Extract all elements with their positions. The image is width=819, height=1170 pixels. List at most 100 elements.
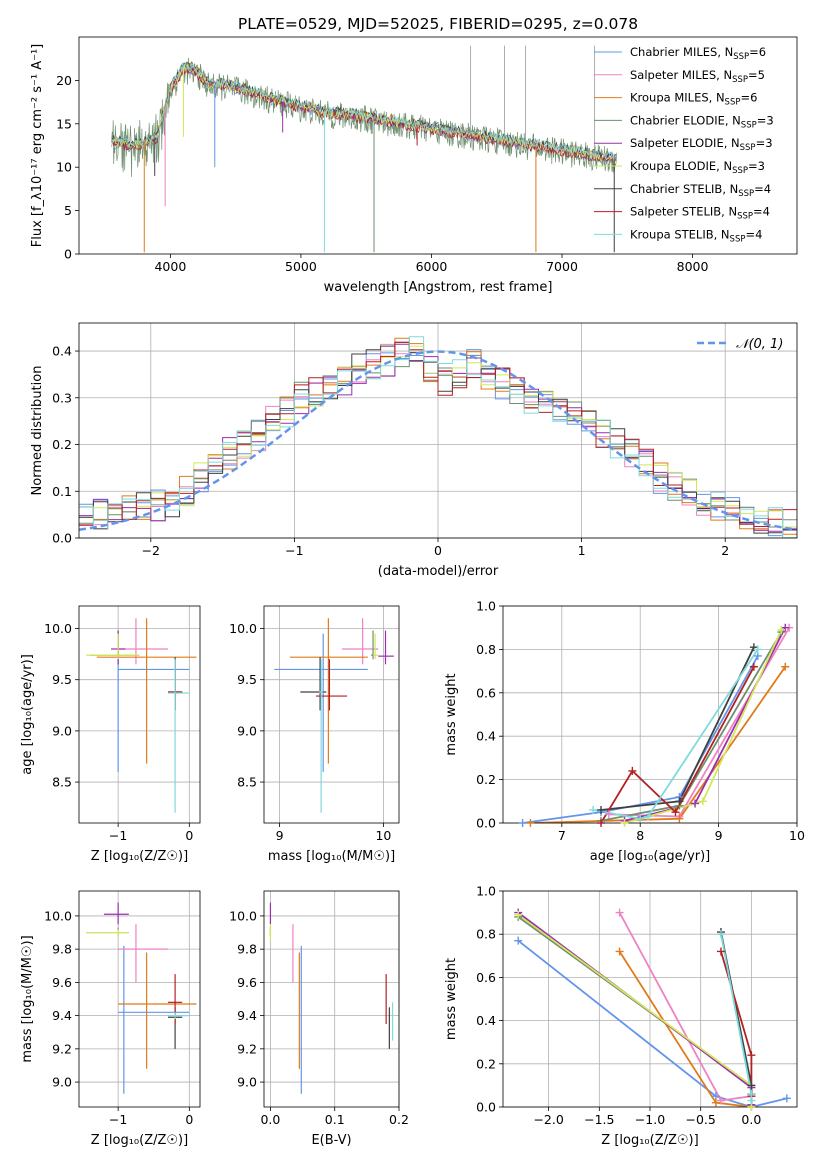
x-axis-label: E(B-V) xyxy=(311,1133,351,1148)
x-tick-label: 1 xyxy=(578,543,586,558)
data-marker xyxy=(615,908,624,917)
x-tick-label: −1 xyxy=(285,543,303,558)
axes-frame: 9 10 8.5 9.0 9.5 10.0 mass [log₁₀(M/M☉)] xyxy=(229,605,400,864)
x-tick-label: 7000 xyxy=(546,259,578,274)
plot-area xyxy=(269,902,394,1094)
plot-area xyxy=(86,618,197,813)
x-axis-label: Z [log₁₀(Z/Z☉)] xyxy=(91,849,188,864)
legend-label: Chabrier ELODIE, NSSP=3 xyxy=(630,113,774,130)
errorbar-kroupa-elodie xyxy=(373,633,379,660)
data-marker xyxy=(747,1051,756,1060)
y-tick-label: 0.0 xyxy=(476,816,496,831)
mass-weight-line-chabrier-miles xyxy=(517,939,788,1107)
data-marker xyxy=(604,810,613,819)
data-marker xyxy=(518,819,527,827)
y-tick-label: 0.6 xyxy=(476,970,496,985)
y-tick-label: 0.6 xyxy=(476,685,496,700)
axes-frame: −1 0 9.0 9.2 9.4 9.6 9.8 10.0 Z [log₁₀(Z/Z☉)] mas… xyxy=(20,890,201,1148)
y-tick-label: 0.8 xyxy=(476,927,496,942)
y-axis-label: Normed distribution xyxy=(30,366,45,496)
axes-frame: 4000 5000 6000 7000 8000 0 5 10 15 20 wavelength [… xyxy=(30,36,798,295)
errorbar-salpeter-elodie xyxy=(103,902,129,925)
histogram-kroupa-stelib xyxy=(79,336,797,538)
x-tick-label: 0.1 xyxy=(325,1112,345,1127)
x-tick-label: −2 xyxy=(142,543,160,558)
y-tick-label: 0.8 xyxy=(476,642,496,657)
x-tick-label: −1 xyxy=(109,828,127,843)
legend-label: Chabrier STELIB, NSSP=4 xyxy=(630,182,771,199)
data-marker xyxy=(526,819,535,827)
x-tick-label: 5000 xyxy=(285,259,317,274)
data-marker xyxy=(782,1094,791,1103)
x-axis-label: Z [log₁₀(Z/Z☉)] xyxy=(601,1133,698,1148)
data-marker xyxy=(620,819,629,827)
errorbar-kroupa-stelib xyxy=(167,659,190,813)
y-tick-label: 9.0 xyxy=(52,723,72,738)
errorbar-chabrier-elodie xyxy=(86,927,129,936)
legend-label: Kroupa STELIB, NSSP=4 xyxy=(630,227,762,244)
y-tick-label: 9.0 xyxy=(237,1075,257,1090)
y-axis-label: mass weight xyxy=(444,958,459,1040)
y-tick-label: 9.0 xyxy=(52,1075,72,1090)
x-tick-label: 9 xyxy=(276,828,284,843)
x-tick-label: 8 xyxy=(636,828,644,843)
y-tick-label: 0.4 xyxy=(476,729,496,744)
y-tick-label: 5 xyxy=(64,203,72,218)
figure-title: PLATE=0529, MJD=52025, FIBERID=0295, z=0… xyxy=(238,15,638,33)
plot-area xyxy=(79,336,797,538)
axes-frame: 0.0 0.1 0.2 9.0 9.2 9.4 9.6 9.8 10.0 E(B-V) xyxy=(229,890,409,1148)
data-marker xyxy=(514,936,523,945)
errorbar-kroupa-miles xyxy=(118,952,197,1069)
plot-area xyxy=(522,627,790,823)
data-marker xyxy=(747,1081,756,1090)
legend-label: Salpeter ELODIE, NSSP=3 xyxy=(630,136,773,153)
data-marker xyxy=(675,814,684,823)
y-axis-label: mass [log₁₀(M/M☉)] xyxy=(20,935,35,1062)
y-tick-label: 10 xyxy=(56,160,72,175)
data-marker xyxy=(716,1096,725,1105)
data-marker xyxy=(753,645,762,654)
y-tick-label: 0.0 xyxy=(52,531,72,546)
y-tick-label: 1.0 xyxy=(476,884,496,899)
panel-6: −1 0 9.0 9.2 9.4 9.6 9.8 10.0 Z [log₁₀(Z/Z☉)] mas… xyxy=(20,890,201,1148)
spectrum-line-kroupa-stelib xyxy=(111,62,617,161)
mass-weight-line-chabrier-miles xyxy=(522,655,759,823)
x-tick-label: 2 xyxy=(721,543,729,558)
data-marker xyxy=(711,1098,720,1107)
y-tick-label: 0 xyxy=(64,247,72,262)
data-marker xyxy=(514,910,523,919)
legend-label: Kroupa ELODIE, NSSP=3 xyxy=(630,159,765,176)
data-marker xyxy=(716,930,725,939)
mass-weight-line-kroupa-stelib xyxy=(593,648,759,820)
plot-area xyxy=(86,902,197,1094)
errorbar-kroupa-stelib xyxy=(167,1012,190,1019)
data-marker xyxy=(597,805,605,814)
mass-weight-line-salpeter-miles xyxy=(608,627,790,818)
y-tick-label: 9.5 xyxy=(237,672,257,687)
panel-3: −1 0 8.5 9.0 9.5 10.0 Z [log₁₀(Z/Z☉)] age [log₁… xyxy=(20,605,201,864)
panel-7: 0.0 0.1 0.2 9.0 9.2 9.4 9.6 9.8 10.0 E(B-V) xyxy=(229,890,409,1148)
y-tick-label: 9.8 xyxy=(237,942,257,957)
data-marker xyxy=(597,819,605,827)
y-tick-label: 0.4 xyxy=(52,344,72,359)
plot-area xyxy=(111,45,617,253)
x-tick-label: −0.5 xyxy=(686,1112,716,1127)
panel-2: −2 −1 0 1 2 0.0 0.1 0.2 0.3 0.4 (data-model)/error… xyxy=(30,322,798,579)
y-axis-label: mass weight xyxy=(444,673,459,755)
errorbar-kroupa-elodie xyxy=(86,633,140,660)
panel-8: −2.0 −1.5 −1.0 −0.5 0.0 0.0 0.2 0.4 0.6 0.8 1.0 Z [… xyxy=(444,884,798,1148)
x-axis-label: (data-model)/error xyxy=(378,564,499,579)
y-tick-label: 9.6 xyxy=(52,975,72,990)
y-tick-label: 9.4 xyxy=(237,1008,257,1023)
x-tick-label: 4000 xyxy=(154,259,186,274)
errorbar-kroupa-miles xyxy=(289,618,368,764)
y-tick-label: 10.0 xyxy=(229,621,257,636)
y-tick-label: 10.0 xyxy=(44,621,72,636)
y-axis-label: Flux [f_λ10⁻¹⁷ erg cm⁻² s⁻¹ A⁻¹] xyxy=(30,44,45,248)
x-tick-label: 0 xyxy=(185,828,193,843)
x-tick-label: −2.0 xyxy=(533,1112,563,1127)
x-tick-label: 0.2 xyxy=(389,1112,409,1127)
data-marker xyxy=(675,797,684,806)
